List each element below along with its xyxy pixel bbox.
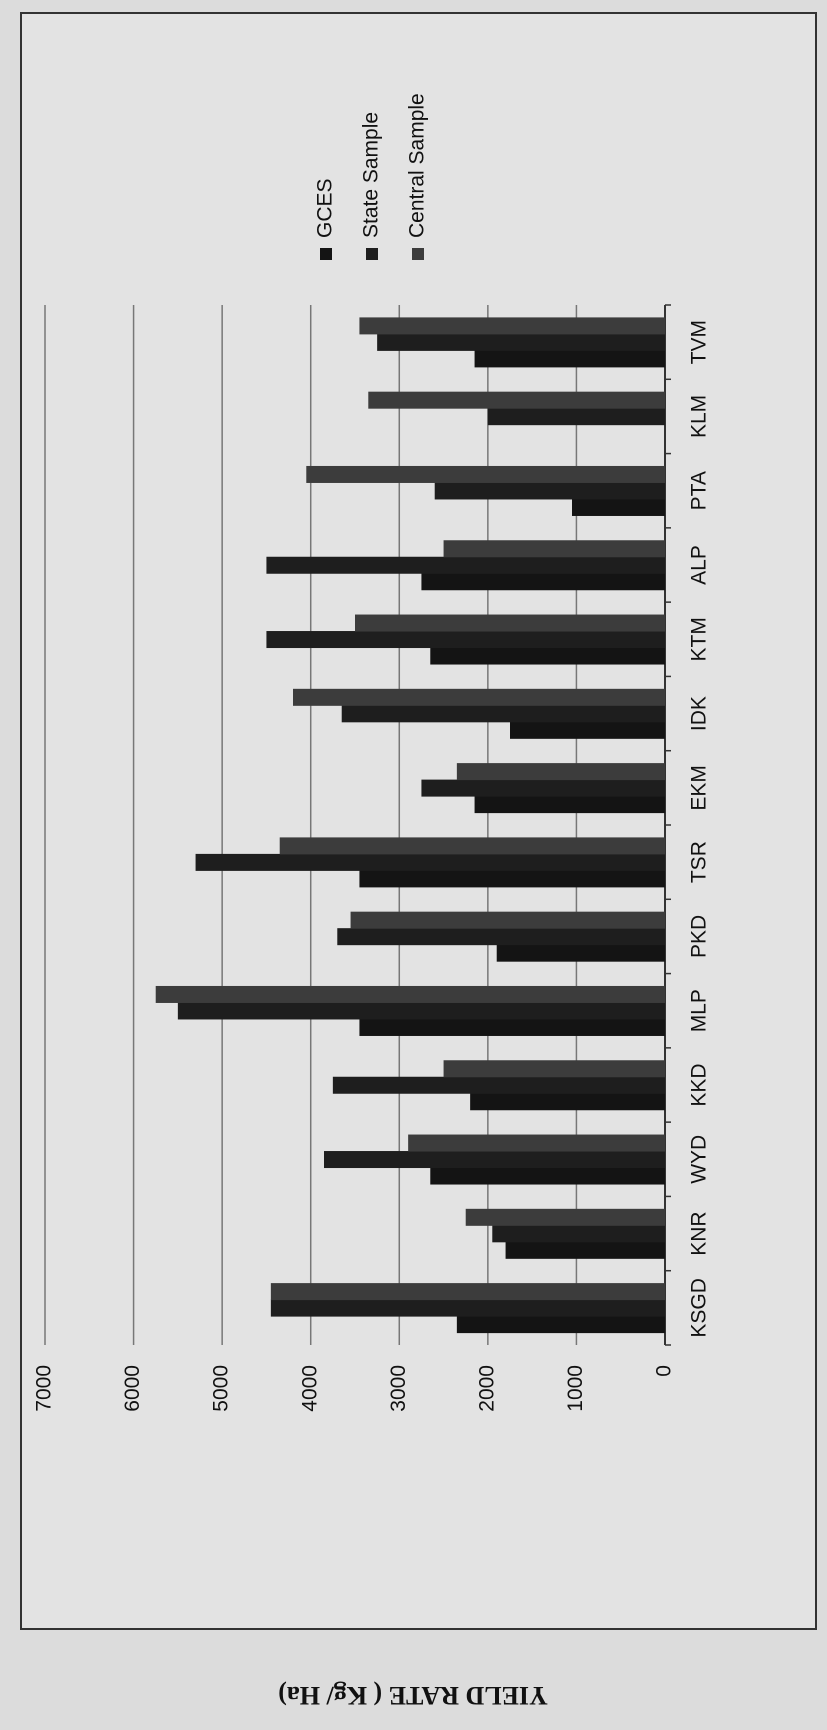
bar-central-sample	[368, 391, 665, 409]
bar-central-sample	[350, 911, 665, 929]
bar-state-sample	[177, 1002, 665, 1020]
bar-state-sample	[266, 631, 665, 649]
bar-central-sample	[443, 540, 665, 558]
bar-central-sample	[293, 688, 665, 706]
chart-frame	[20, 12, 817, 1630]
category-label: WYD	[688, 1135, 711, 1184]
legend-label: GCES	[314, 178, 337, 238]
bar-state-sample	[266, 556, 665, 574]
bar-gces	[496, 944, 665, 962]
label-layer: TVM KLM PTA ALP KTM IDK EKM TSR PKD MLP KKD WYD KNR K…	[688, 320, 711, 1338]
bar-central-sample	[279, 837, 665, 855]
bar-central-sample	[155, 985, 665, 1003]
category-label: TSR	[688, 841, 711, 883]
bar-central-sample	[270, 1283, 665, 1301]
bar-gces	[430, 1167, 665, 1185]
legend-label: State Sample	[360, 112, 383, 238]
bar-gces	[505, 1241, 665, 1259]
bar-state-sample	[487, 408, 665, 426]
bar-state-sample	[377, 333, 665, 351]
bar-state-sample	[492, 1225, 665, 1243]
legend-label: Central Sample	[406, 93, 429, 238]
legend-swatch	[412, 248, 424, 260]
category-label: PTA	[688, 471, 711, 510]
bar-gces	[474, 350, 665, 368]
bar-central-sample	[465, 1208, 665, 1226]
bar-state-sample	[341, 705, 665, 723]
y-tick-label: 0	[653, 1365, 676, 1377]
bar-central-sample	[306, 465, 665, 483]
legend: GCES State Sample Central Sample	[314, 93, 429, 260]
bar-central-sample	[355, 614, 665, 632]
y-tick-label: 3000	[387, 1365, 410, 1412]
bar-central-sample	[443, 1060, 665, 1078]
legend-swatch	[366, 248, 378, 260]
y-tick-label: 4000	[298, 1365, 321, 1412]
y-tick-label: 2000	[475, 1365, 498, 1412]
bar-state-sample	[337, 928, 665, 946]
y-axis-label: YIELD RATE ( Kg/ Ha)	[278, 1681, 548, 1710]
grid-layer	[44, 305, 578, 1345]
bar-gces	[470, 1093, 665, 1111]
bar-state-sample	[195, 853, 666, 871]
y-tick-label: 5000	[210, 1365, 233, 1412]
bar-gces	[430, 647, 665, 665]
bar-central-sample	[359, 317, 665, 335]
bar-state-sample	[434, 482, 665, 500]
bar-central-sample	[408, 1134, 665, 1152]
category-label: IDK	[688, 696, 711, 731]
bar-gces	[421, 573, 665, 591]
category-label: ALP	[688, 545, 711, 585]
bar-gces	[510, 721, 665, 739]
bar-gces	[456, 1316, 665, 1334]
category-label: KKD	[688, 1063, 711, 1106]
y-tick-label: 6000	[121, 1365, 144, 1412]
bar-gces	[474, 796, 665, 814]
category-label: KSGD	[688, 1278, 711, 1338]
category-label: EKM	[688, 765, 711, 811]
bar-central-sample	[456, 763, 665, 781]
bar-state-sample	[332, 1076, 665, 1094]
bar-layer	[155, 317, 666, 1334]
y-tick-label: 1000	[564, 1365, 587, 1412]
category-label: KTM	[688, 617, 711, 661]
bar-state-sample	[270, 1299, 665, 1317]
legend-swatch	[320, 248, 332, 260]
bar-gces	[572, 498, 665, 516]
category-label: TVM	[688, 320, 711, 364]
y-tick-label: 7000	[33, 1365, 56, 1412]
category-label: PKD	[688, 915, 711, 958]
category-label: KLM	[688, 395, 711, 438]
bar-state-sample	[324, 1151, 665, 1169]
category-label: KNR	[688, 1211, 711, 1255]
category-label: MLP	[688, 989, 711, 1032]
bar-state-sample	[421, 779, 665, 797]
bar-gces	[359, 870, 665, 888]
bar-gces	[359, 1018, 665, 1036]
